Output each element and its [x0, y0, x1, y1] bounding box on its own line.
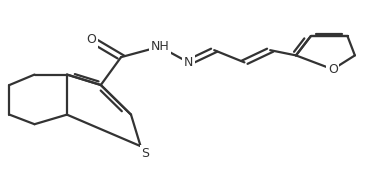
Text: S: S	[141, 147, 150, 160]
Text: O: O	[87, 33, 96, 46]
Text: N: N	[184, 56, 193, 69]
Text: NH: NH	[150, 40, 169, 53]
Text: O: O	[328, 63, 338, 76]
